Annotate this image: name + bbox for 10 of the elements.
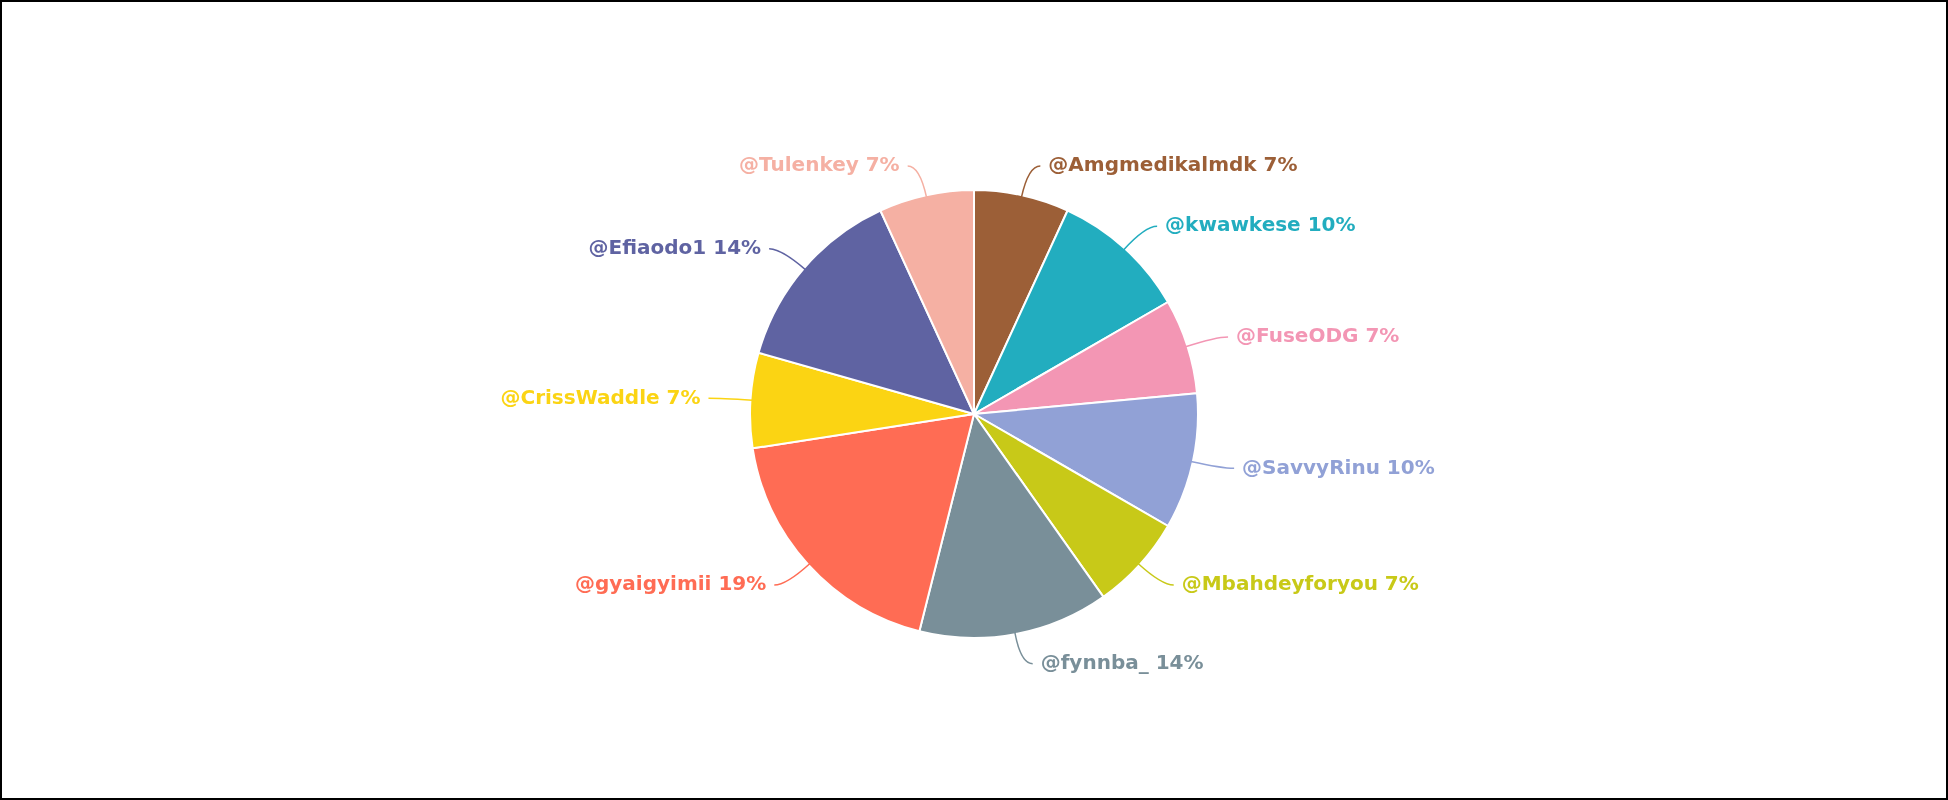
slice-label: @CrissWaddle 7%: [500, 384, 701, 409]
slice-label: @gyaigyimii 19%: [574, 571, 767, 596]
slice-label: @Amgmedikalmdk 7%: [1048, 152, 1298, 177]
slice-label: @Mbahdeyforyou 7%: [1181, 571, 1419, 596]
slice-label: @SavvyRinu 10%: [1242, 454, 1435, 479]
slice-label: @Tulenkey 7%: [739, 152, 900, 177]
slice-label: @Efiaodo1 14%: [588, 234, 762, 259]
slice-label: @FuseODG 7%: [1236, 323, 1400, 348]
slice-label: @kwawkese 10%: [1165, 212, 1356, 237]
slice-label: @fynnba_ 14%: [1040, 649, 1204, 674]
